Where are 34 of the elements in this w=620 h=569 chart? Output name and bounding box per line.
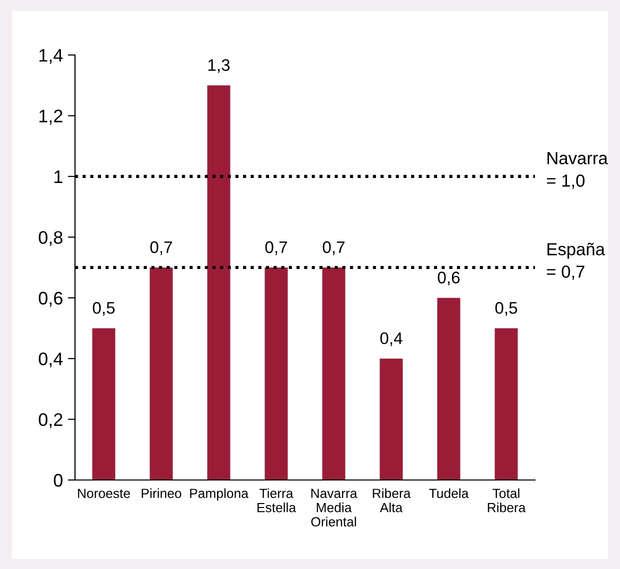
data-label: 0,7	[265, 241, 287, 256]
y-tick-label: 1	[54, 170, 62, 183]
bar	[207, 85, 230, 480]
y-tick-label: 1,4	[39, 49, 63, 64]
data-label: 1,3	[208, 59, 230, 73]
ref-line-label: Navarra = 1,0	[546, 152, 608, 189]
x-tick-label: Pirineo	[142, 488, 182, 498]
y-tick-label: 0	[54, 474, 62, 487]
data-label: 0,5	[495, 302, 518, 316]
data-label: 0,6	[438, 272, 460, 286]
bar	[494, 328, 518, 480]
bar	[437, 298, 460, 480]
data-label: 0,7	[322, 241, 344, 256]
bar	[264, 268, 288, 480]
y-tick-label: 0,4	[38, 352, 63, 368]
y-tick-label: 0,2	[38, 413, 62, 428]
x-tick-label: Ribera Alta	[372, 488, 411, 512]
bar	[150, 268, 173, 480]
bar	[380, 358, 403, 480]
y-tick-label: 0,8	[38, 231, 62, 246]
data-label: 0,7	[150, 241, 172, 256]
x-tick-label: Total Ribera	[488, 488, 526, 512]
bar	[92, 328, 116, 480]
x-tick-label: Tierra Estella	[258, 488, 296, 512]
y-tick-label: 0,6	[38, 292, 62, 307]
x-tick-label: Pamplona	[190, 488, 248, 501]
x-tick-label: Tudela	[429, 488, 469, 498]
data-label: 0,5	[92, 302, 115, 316]
bar	[322, 268, 346, 480]
x-tick-label: Noroeste	[78, 488, 130, 498]
y-tick-label: 1,2	[39, 110, 62, 125]
x-tick-label: Navarra Media Oriental	[311, 488, 358, 526]
ref-line-label: España = 0,7	[546, 242, 605, 280]
data-label: 0,4	[380, 332, 402, 346]
